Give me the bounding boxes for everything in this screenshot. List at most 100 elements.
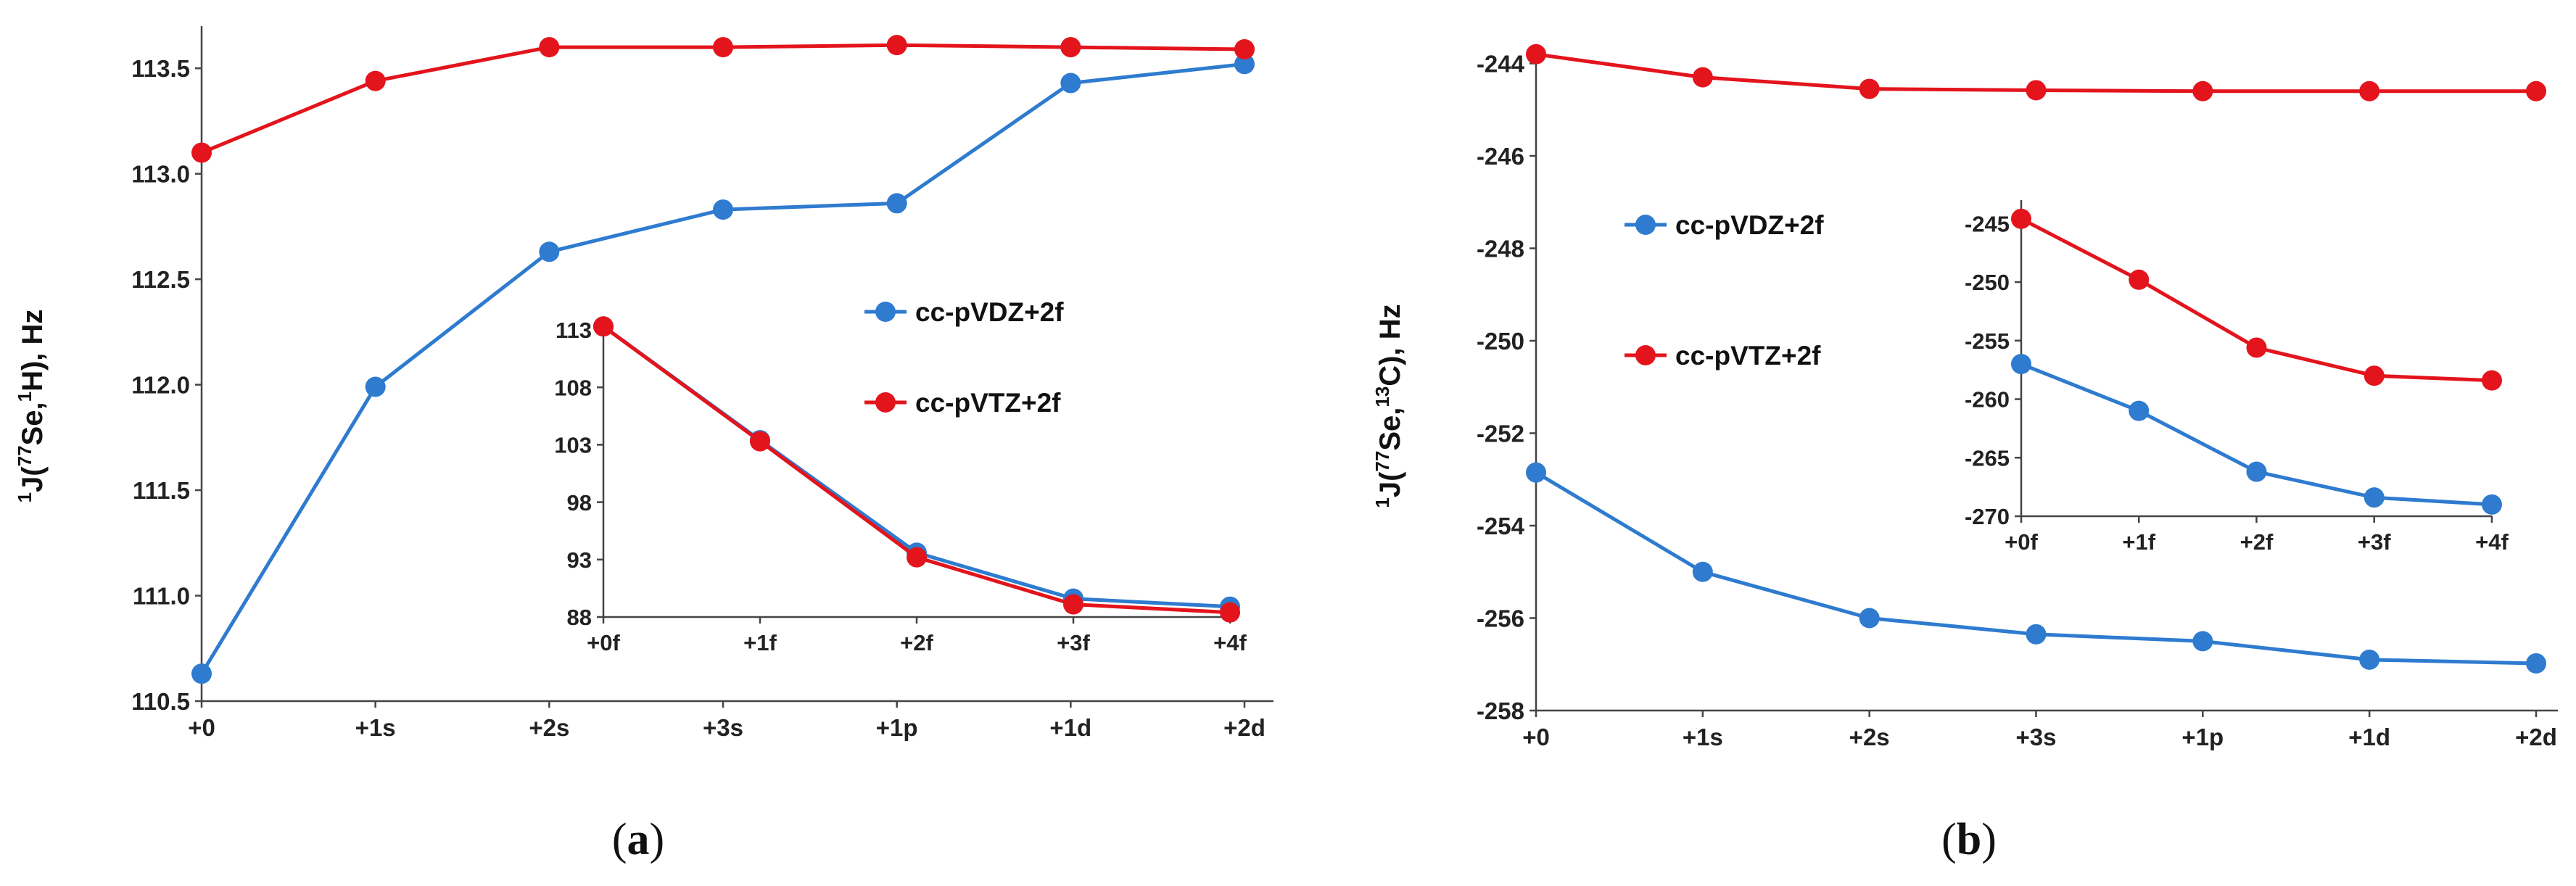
- series-line-vdz: [2020, 362, 2493, 507]
- data-point-vtz: [2246, 337, 2267, 358]
- data-point-vtz: [2364, 365, 2385, 386]
- x-tick-label: +2d: [1223, 714, 1266, 741]
- data-point-vdz: [2364, 487, 2385, 508]
- y-tick-label: 110.5: [131, 688, 190, 715]
- x-tick-label: +2d: [2515, 724, 2557, 750]
- x-tick-label: +2f: [2240, 529, 2274, 555]
- y-tick-label: -250: [1477, 328, 1524, 355]
- y-tick-label: -256: [1477, 605, 1524, 632]
- x-tick-label: +3f: [1057, 630, 1090, 655]
- y-tick-label: -255: [1965, 328, 2010, 354]
- data-point-vdz: [2026, 624, 2047, 645]
- legend-marker-vtz: [875, 392, 896, 413]
- data-point-vtz: [2482, 370, 2502, 391]
- data-point-vtz: [365, 70, 386, 91]
- data-point-vtz: [2026, 80, 2047, 101]
- panel-a-inset-plot: 88 93 98 103 108 113 +0f +1f +2f +3f +4f: [554, 316, 1247, 655]
- data-point-vdz: [539, 241, 560, 262]
- y-tick-label: 113.5: [131, 55, 190, 82]
- y-tick-label: -245: [1965, 211, 2010, 236]
- panel-b-ylabel: 1J(77Se,13C), Hz: [1371, 304, 1406, 508]
- x-tick-label: +2f: [900, 630, 933, 655]
- x-tick-label: +1p: [2181, 724, 2224, 750]
- x-tick-label: +4f: [2475, 529, 2509, 555]
- x-tick-label: +1s: [355, 714, 396, 741]
- x-tick-label: +1p: [876, 714, 918, 741]
- data-point-vtz: [2526, 80, 2546, 102]
- y-tick-label: -252: [1477, 420, 1524, 447]
- panel-a-legend: cc-pVDZ+2f cc-pVTZ+2f: [864, 297, 1064, 418]
- x-tick-label: +3f: [2358, 529, 2391, 555]
- y-tick-label: 93: [567, 547, 592, 573]
- x-tick-label: +0: [1522, 724, 1550, 750]
- y-tick-label: -258: [1477, 697, 1524, 724]
- y-tick-label: -248: [1477, 235, 1524, 262]
- data-point-vdz: [1526, 462, 1546, 483]
- data-point-vtz: [2129, 269, 2150, 290]
- y-tick-label: 113: [556, 318, 592, 343]
- x-tick-label: +1s: [1683, 724, 1723, 750]
- y-tick-label: 98: [567, 490, 592, 516]
- panel-a-ylabel: 1J(77Se,1H), Hz: [14, 310, 49, 503]
- data-point-vdz: [2359, 649, 2380, 670]
- data-point-vtz: [713, 37, 733, 58]
- legend-marker-vtz: [1635, 345, 1656, 365]
- x-tick-label: +1f: [743, 630, 777, 655]
- data-point-vtz: [1859, 78, 1880, 99]
- data-point-vdz: [2129, 400, 2150, 421]
- series-line-vdz: [199, 62, 1245, 675]
- y-tick-label: 112.5: [131, 266, 190, 293]
- data-point-vtz: [886, 35, 907, 56]
- panel-a-label: (a): [612, 815, 664, 864]
- data-point-vdz: [365, 376, 386, 397]
- data-point-vdz: [713, 199, 733, 220]
- panel-b-main-plot: -258 -256 -254 -252 -250 -248 -246 -244 +0 +1s +2s…: [1477, 44, 2558, 750]
- x-tick-label: +0f: [587, 630, 620, 655]
- data-point-vtz: [593, 316, 614, 337]
- data-point-vdz: [886, 193, 907, 214]
- data-point-vdz: [1859, 608, 1880, 629]
- legend-label-vtz: cc-pVTZ+2f: [1675, 341, 1821, 370]
- panel-a-main-plot: 110.5 111.0 111.5 112.0 112.5 113.0 113.5 +0 +1s…: [131, 26, 1273, 741]
- legend-label-vdz: cc-pVDZ+2f: [915, 297, 1064, 327]
- y-tick-label: -254: [1477, 513, 1525, 539]
- x-tick-label: +0: [188, 714, 215, 741]
- data-point-vdz: [191, 663, 212, 684]
- y-tick-label: -250: [1965, 270, 2010, 295]
- data-point-vtz: [1692, 67, 1713, 88]
- series-line-vtz: [201, 43, 1245, 154]
- legend-label-vtz: cc-pVTZ+2f: [915, 388, 1061, 418]
- x-tick-label: +1d: [1049, 714, 1091, 741]
- data-point-vtz: [1234, 39, 1255, 60]
- data-point-vdz: [2192, 631, 2213, 652]
- panel-a: 1J(77Se,1H), Hz 110.5 111.0 111.5 112.0 112.…: [14, 26, 1273, 864]
- panel-b-inset-plot: -270 -265 -260 -255 -250 -245 +0f +1f +2f +3f +4f: [1965, 200, 2509, 555]
- data-point-vdz: [1234, 54, 1255, 75]
- y-tick-label: -265: [1965, 445, 2010, 471]
- data-point-vdz: [1060, 73, 1081, 94]
- y-tick-label: -246: [1477, 143, 1524, 170]
- panel-b: 1J(77Se,13C), Hz -258 -256 -254 -252 -250 -24…: [1371, 44, 2558, 864]
- data-point-vtz: [539, 37, 560, 58]
- data-point-vtz: [2359, 80, 2380, 102]
- data-point-vtz: [2011, 208, 2031, 229]
- x-tick-label: +2s: [529, 714, 569, 741]
- data-point-vdz: [1692, 561, 1713, 582]
- data-point-vdz: [2246, 461, 2267, 482]
- y-tick-label: -260: [1965, 387, 2010, 413]
- data-point-vtz: [1063, 594, 1083, 615]
- data-point-vtz: [191, 142, 212, 163]
- y-tick-label: -270: [1965, 504, 2010, 529]
- data-point-vtz: [1060, 37, 1081, 58]
- panel-b-label: (b): [1941, 815, 1997, 864]
- x-tick-label: +0f: [2005, 529, 2038, 555]
- x-tick-label: +2s: [1849, 724, 1890, 750]
- data-point-vtz: [2192, 80, 2213, 102]
- y-tick-label: 111.5: [133, 477, 190, 504]
- x-tick-label: +1f: [2122, 529, 2155, 555]
- legend-label-vdz: cc-pVDZ+2f: [1675, 210, 1824, 240]
- data-point-vtz: [1220, 602, 1240, 623]
- y-tick-label: 88: [567, 605, 592, 630]
- data-point-vtz: [1526, 44, 1546, 65]
- data-point-vtz: [750, 431, 770, 452]
